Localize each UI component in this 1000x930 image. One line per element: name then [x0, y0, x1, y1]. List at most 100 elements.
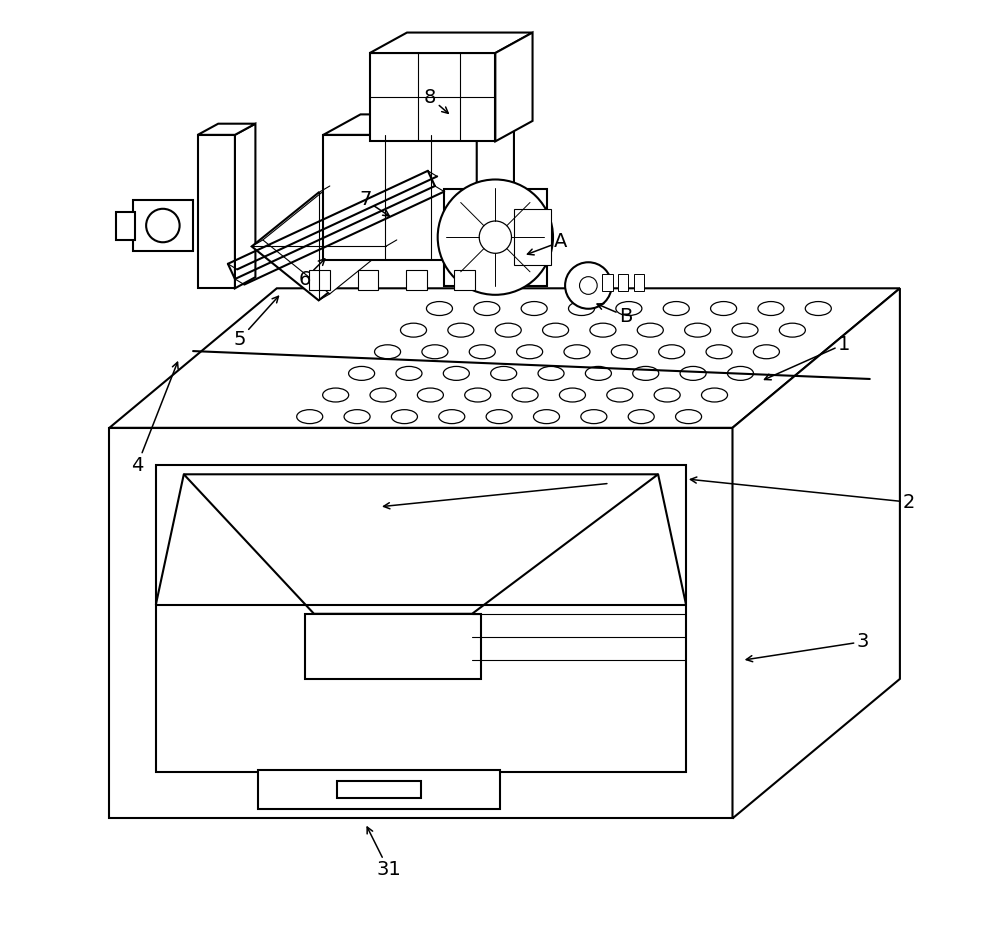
Ellipse shape	[469, 345, 495, 359]
Ellipse shape	[344, 409, 370, 424]
Ellipse shape	[616, 301, 642, 315]
Ellipse shape	[439, 409, 465, 424]
Ellipse shape	[448, 323, 474, 338]
Polygon shape	[184, 474, 658, 614]
Bar	[634, 274, 644, 291]
Bar	[133, 200, 193, 251]
Ellipse shape	[533, 409, 560, 424]
Ellipse shape	[543, 323, 569, 338]
Circle shape	[146, 209, 180, 243]
Bar	[514, 209, 551, 265]
Ellipse shape	[633, 366, 659, 380]
Bar	[406, 270, 427, 290]
Polygon shape	[198, 135, 235, 288]
Ellipse shape	[706, 345, 732, 359]
Ellipse shape	[569, 301, 595, 315]
Ellipse shape	[370, 388, 396, 402]
Bar	[454, 270, 475, 290]
Bar	[156, 465, 686, 772]
Ellipse shape	[637, 323, 663, 338]
Text: 3: 3	[746, 632, 869, 662]
Ellipse shape	[628, 409, 654, 424]
Text: 1: 1	[765, 335, 850, 379]
Ellipse shape	[663, 301, 689, 315]
Ellipse shape	[512, 388, 538, 402]
Ellipse shape	[517, 345, 543, 359]
Ellipse shape	[680, 366, 706, 380]
Ellipse shape	[396, 366, 422, 380]
Ellipse shape	[486, 409, 512, 424]
Text: 31: 31	[367, 827, 401, 879]
Ellipse shape	[538, 366, 564, 380]
Ellipse shape	[465, 388, 491, 402]
Ellipse shape	[581, 409, 607, 424]
Bar	[358, 270, 378, 290]
Polygon shape	[263, 186, 397, 294]
Bar	[618, 274, 628, 291]
Ellipse shape	[349, 366, 375, 380]
Ellipse shape	[676, 409, 702, 424]
Ellipse shape	[758, 301, 784, 315]
Polygon shape	[235, 124, 255, 288]
Ellipse shape	[659, 345, 685, 359]
Ellipse shape	[491, 366, 517, 380]
Polygon shape	[323, 135, 477, 260]
Ellipse shape	[559, 388, 585, 402]
Circle shape	[479, 221, 511, 253]
Polygon shape	[109, 428, 733, 818]
Bar	[116, 212, 135, 240]
Ellipse shape	[779, 323, 805, 338]
Ellipse shape	[753, 345, 779, 359]
Ellipse shape	[732, 323, 758, 338]
Ellipse shape	[564, 345, 590, 359]
Polygon shape	[109, 288, 900, 428]
Polygon shape	[252, 193, 386, 300]
Bar	[444, 189, 547, 286]
Text: 7: 7	[359, 191, 389, 216]
Ellipse shape	[727, 366, 753, 380]
Ellipse shape	[654, 388, 680, 402]
Text: 5: 5	[233, 297, 278, 349]
Polygon shape	[370, 53, 495, 141]
Ellipse shape	[426, 301, 452, 315]
Polygon shape	[733, 288, 900, 818]
Polygon shape	[198, 124, 255, 135]
Ellipse shape	[417, 388, 443, 402]
Polygon shape	[323, 114, 514, 135]
Text: 4: 4	[131, 362, 178, 474]
Ellipse shape	[701, 388, 728, 402]
Ellipse shape	[474, 301, 500, 315]
Ellipse shape	[323, 388, 349, 402]
Circle shape	[580, 277, 597, 295]
Bar	[258, 770, 500, 809]
Bar	[309, 270, 330, 290]
Ellipse shape	[805, 301, 831, 315]
Bar	[337, 781, 421, 798]
Ellipse shape	[495, 323, 521, 338]
Circle shape	[565, 262, 612, 309]
Text: 6: 6	[299, 259, 325, 288]
Bar	[305, 614, 481, 679]
Ellipse shape	[443, 366, 469, 380]
Text: B: B	[597, 303, 632, 326]
Ellipse shape	[711, 301, 737, 315]
Ellipse shape	[611, 345, 637, 359]
Bar	[602, 274, 613, 291]
Text: 8: 8	[424, 88, 448, 113]
Ellipse shape	[422, 345, 448, 359]
Polygon shape	[495, 33, 533, 141]
Ellipse shape	[585, 366, 611, 380]
Ellipse shape	[607, 388, 633, 402]
Polygon shape	[477, 114, 514, 260]
Polygon shape	[370, 33, 533, 53]
Text: A: A	[527, 232, 567, 255]
Ellipse shape	[685, 323, 711, 338]
Ellipse shape	[375, 345, 401, 359]
Ellipse shape	[590, 323, 616, 338]
Circle shape	[438, 179, 553, 295]
Ellipse shape	[391, 409, 417, 424]
Text: 2: 2	[690, 477, 915, 512]
Ellipse shape	[400, 323, 427, 338]
Ellipse shape	[521, 301, 547, 315]
Ellipse shape	[297, 409, 323, 424]
